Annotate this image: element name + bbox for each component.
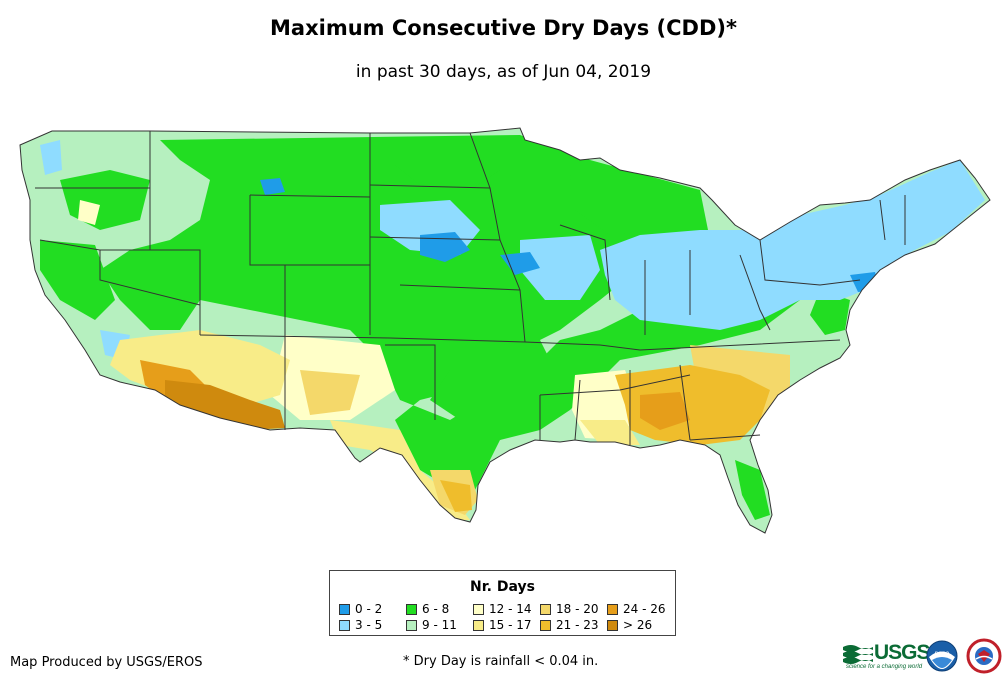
legend-item: 6 - 8 (406, 603, 449, 615)
map-subtitle: in past 30 days, as of Jun 04, 2019 (355, 62, 652, 82)
legend-swatch (540, 620, 551, 631)
cdd-map (19, 127, 991, 534)
legend-swatch (540, 604, 551, 615)
map-title: Maximum Consecutive Dry Days (CDD)* (270, 16, 737, 40)
legend-item: 12 - 14 (473, 603, 532, 615)
legend-swatch (406, 620, 417, 631)
usgs-tagline: science for a changing world (846, 664, 923, 670)
usgs-logo-icon (843, 645, 873, 664)
legend-item: 15 - 17 (473, 619, 532, 631)
noaa-logo-text: noaa (935, 650, 950, 657)
legend-swatch (339, 604, 350, 615)
legend-item: > 26 (607, 619, 652, 631)
legend-label: > 26 (623, 618, 653, 632)
legend-item: 9 - 11 (406, 619, 457, 631)
legend-swatch (339, 620, 350, 631)
legend-label: 0 - 2 (355, 602, 383, 616)
nws-logo-icon (966, 638, 1002, 674)
noaa-logo-icon: noaa (926, 640, 958, 672)
legend-label: 12 - 14 (489, 602, 532, 616)
credit-text: Map Produced by USGS/EROS (10, 655, 203, 670)
legend-label: 9 - 11 (422, 618, 457, 632)
legend-swatch (607, 604, 618, 615)
legend-label: 3 - 5 (355, 618, 383, 632)
legend-item: 24 - 26 (607, 603, 666, 615)
legend-item: 21 - 23 (540, 619, 599, 631)
legend-label: 18 - 20 (556, 602, 599, 616)
legend-label: 15 - 17 (489, 618, 532, 632)
legend-item: 0 - 2 (339, 603, 382, 615)
legend-swatch (473, 604, 484, 615)
usgs-logo-text: USGS (874, 641, 931, 664)
legend-label: 24 - 26 (623, 602, 666, 616)
legend-item: 3 - 5 (339, 619, 382, 631)
legend-swatch (473, 620, 484, 631)
legend-label: 6 - 8 (422, 602, 450, 616)
legend-title: Nr. Days (470, 579, 535, 595)
dry-day-note: * Dry Day is rainfall < 0.04 in. (403, 654, 599, 669)
legend-swatch (406, 604, 417, 615)
legend-item: 18 - 20 (540, 603, 599, 615)
legend-swatch (607, 620, 618, 631)
legend: Nr. Days 0 - 2 3 - 5 6 - 8 9 - 11 12 - 1… (329, 570, 676, 636)
legend-label: 21 - 23 (556, 618, 599, 632)
